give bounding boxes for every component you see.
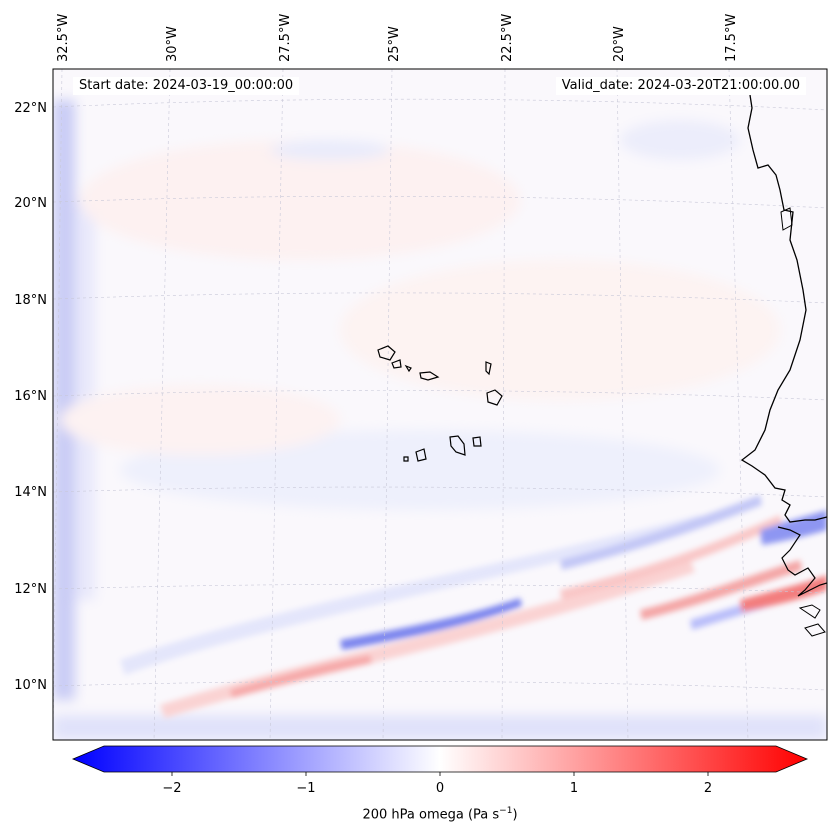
graticule: [53, 69, 827, 740]
colorbar-label-exponent: −1: [499, 806, 513, 816]
cape-verde-islands: [377, 345, 503, 462]
colorbar: −2 −1 0 1 2: [71, 745, 809, 796]
lon-label: 17.5°W: [724, 14, 739, 62]
lat-label: 18°N: [14, 293, 47, 308]
colorbar-label: 200 hPa omega (Pa s−1): [0, 806, 837, 822]
lat-label: 20°N: [14, 196, 47, 211]
lon-label: 30°W: [165, 26, 180, 62]
omega-field: [53, 69, 827, 740]
colorbar-tick: −1: [296, 781, 315, 796]
valid-date-label: Valid_date: 2024-03-20T21:00:00.00: [555, 77, 806, 95]
lat-labels: 22°N 20°N 18°N 16°N 14°N 12°N 10°N: [14, 101, 47, 693]
colorbar-tick: 1: [570, 781, 578, 796]
lon-label: 27.5°W: [278, 14, 293, 62]
lat-label: 10°N: [14, 678, 47, 693]
start-date-label: Start date: 2024-03-19_00:00:00: [73, 77, 300, 95]
colorbar-tick: −2: [162, 781, 181, 796]
coastline-africa: [740, 94, 827, 523]
colorbar-label-main: 200 hPa omega (Pa s: [362, 807, 500, 823]
colorbar-bar: [71, 745, 809, 773]
lon-label: 20°W: [612, 26, 627, 62]
colorbar-tick: 2: [704, 781, 712, 796]
colorbar-tick: 0: [436, 781, 444, 796]
lat-label: 22°N: [14, 101, 47, 116]
colorbar-label-close: ): [512, 807, 518, 823]
map-frame: [52, 68, 828, 741]
lon-labels: 32.5°W 30°W 27.5°W 25°W 22.5°W 20°W 17.5…: [56, 14, 739, 62]
lat-label: 12°N: [14, 582, 47, 597]
lat-label: 16°N: [14, 389, 47, 404]
lon-label: 25°W: [387, 26, 402, 62]
lon-label: 32.5°W: [56, 14, 71, 62]
lon-label: 22.5°W: [500, 14, 515, 62]
lat-label: 14°N: [14, 485, 47, 500]
